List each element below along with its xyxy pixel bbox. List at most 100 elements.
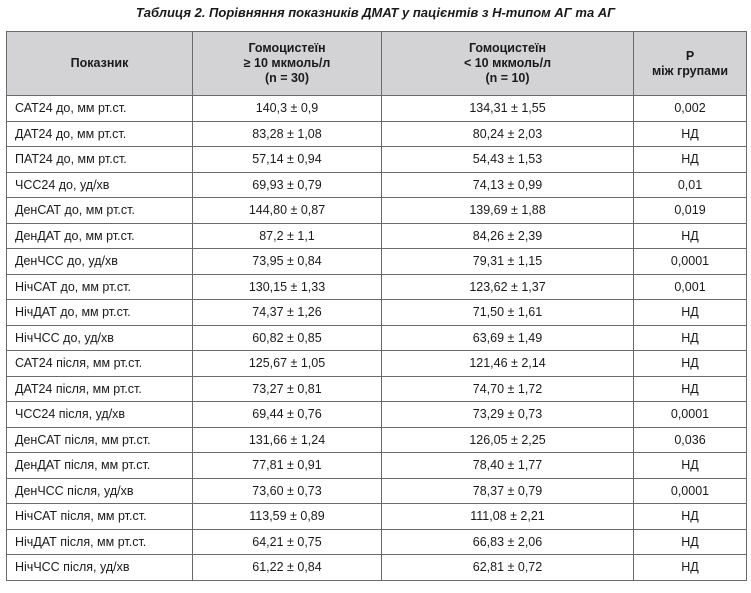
- table-row: ЧСС24 після, уд/хв 69,44 ± 0,76 73,29 ± 0,…: [6, 401, 747, 428]
- group2-cell: 78,40 ± 1,77: [381, 452, 634, 479]
- p-value-cell: НД: [633, 299, 747, 326]
- p-value-cell: НД: [633, 554, 747, 581]
- indicator-cell: ДенДАТ до, мм рт.ст.: [6, 222, 193, 249]
- header-indicator-label: Показник: [70, 56, 129, 70]
- indicator-cell: ЧСС24 до, уд/хв: [6, 171, 193, 198]
- group1-cell: 144,80 ± 0,87: [192, 197, 382, 224]
- header-indicator: Показник: [6, 31, 193, 96]
- group2-cell: 111,08 ± 2,21: [381, 503, 634, 530]
- group1-cell: 74,37 ± 1,26: [192, 299, 382, 326]
- p-value-cell: 0,0001: [633, 248, 747, 275]
- table-row: ДенДАТ після, мм рт.ст. 77,81 ± 0,91 78,40…: [6, 452, 747, 479]
- group2-cell: 74,70 ± 1,72: [381, 375, 634, 402]
- indicator-cell: ДАТ24 до, мм рт.ст.: [6, 120, 193, 147]
- table-row: ЧСС24 до, уд/хв 69,93 ± 0,79 74,13 ± 0,99 0…: [6, 171, 747, 198]
- table-row: ДенСАТ до, мм рт.ст. 144,80 ± 0,87 139,69 …: [6, 197, 747, 224]
- header-group2: Гомоцистеїн < 10 мкмоль/л (n = 10): [381, 31, 634, 96]
- group2-cell: 74,13 ± 0,99: [381, 171, 634, 198]
- p-value-cell: 0,036: [633, 426, 747, 453]
- group2-cell: 123,62 ± 1,37: [381, 273, 634, 300]
- group2-cell: 66,83 ± 2,06: [381, 528, 634, 555]
- table-row: ПАТ24 до, мм рт.ст. 57,14 ± 0,94 54,43 ± 1…: [6, 146, 747, 173]
- group2-cell: 79,31 ± 1,15: [381, 248, 634, 275]
- header-group1: Гомоцистеїн ≥ 10 мкмоль/л (n = 30): [192, 31, 382, 96]
- group2-cell: 62,81 ± 0,72: [381, 554, 634, 581]
- group1-cell: 83,28 ± 1,08: [192, 120, 382, 147]
- header-p-line2: між групами: [651, 63, 729, 78]
- table-row: НічДАТ до, мм рт.ст. 74,37 ± 1,26 71,50 ± …: [6, 299, 747, 326]
- table-row: НічСАТ до, мм рт.ст. 130,15 ± 1,33 123,62 …: [6, 273, 747, 300]
- indicator-cell: САТ24 після, мм рт.ст.: [6, 350, 193, 377]
- group1-cell: 69,93 ± 0,79: [192, 171, 382, 198]
- group1-cell: 131,66 ± 1,24: [192, 426, 382, 453]
- p-value-cell: НД: [633, 324, 747, 351]
- p-value-cell: 0,001: [633, 273, 747, 300]
- indicator-cell: ДенСАТ до, мм рт.ст.: [6, 197, 193, 224]
- table-header: Показник Гомоцистеїн ≥ 10 мкмоль/л (n = …: [6, 31, 747, 96]
- p-value-cell: НД: [633, 452, 747, 479]
- p-value-cell: НД: [633, 222, 747, 249]
- indicator-cell: НічСАТ до, мм рт.ст.: [6, 273, 193, 300]
- group2-cell: 139,69 ± 1,88: [381, 197, 634, 224]
- p-value-cell: НД: [633, 146, 747, 173]
- group2-cell: 54,43 ± 1,53: [381, 146, 634, 173]
- table-row: ДенСАТ після, мм рт.ст. 131,66 ± 1,24 126,…: [6, 426, 747, 453]
- indicator-cell: ДенЧСС після, уд/хв: [6, 477, 193, 504]
- p-value-cell: 0,01: [633, 171, 747, 198]
- p-value-cell: 0,0001: [633, 401, 747, 428]
- group2-cell: 78,37 ± 0,79: [381, 477, 634, 504]
- p-value-cell: НД: [633, 528, 747, 555]
- group1-cell: 140,3 ± 0,9: [192, 95, 382, 122]
- table-row: ДАТ24 до, мм рт.ст. 83,28 ± 1,08 80,24 ± 2…: [6, 120, 747, 147]
- group1-cell: 113,59 ± 0,89: [192, 503, 382, 530]
- group2-cell: 134,31 ± 1,55: [381, 95, 634, 122]
- indicator-cell: НічЧСС до, уд/хв: [6, 324, 193, 351]
- group1-cell: 69,44 ± 0,76: [192, 401, 382, 428]
- indicator-cell: НічДАТ після, мм рт.ст.: [6, 528, 193, 555]
- header-group1-line2: ≥ 10 мкмоль/л: [243, 56, 331, 70]
- header-group2-line1: Гомоцистеїн: [468, 41, 547, 55]
- table-row: НічЧСС після, уд/хв 61,22 ± 0,84 62,81 ± 0…: [6, 554, 747, 581]
- indicator-cell: САТ24 до, мм рт.ст.: [6, 95, 193, 122]
- table-row: ДенДАТ до, мм рт.ст. 87,2 ± 1,1 84,26 ± 2,…: [6, 222, 747, 249]
- group2-cell: 71,50 ± 1,61: [381, 299, 634, 326]
- p-value-cell: НД: [633, 120, 747, 147]
- table-row: САТ24 після, мм рт.ст. 125,67 ± 1,05 121,4…: [6, 350, 747, 377]
- indicator-cell: ЧСС24 після, уд/хв: [6, 401, 193, 428]
- table-row: ДАТ24 після, мм рт.ст. 73,27 ± 0,81 74,70 …: [6, 375, 747, 402]
- header-row: Показник Гомоцистеїн ≥ 10 мкмоль/л (n = …: [6, 31, 747, 96]
- comparison-table: Показник Гомоцистеїн ≥ 10 мкмоль/л (n = …: [6, 31, 747, 581]
- table-row: НічСАТ після, мм рт.ст. 113,59 ± 0,89 111,…: [6, 503, 747, 530]
- group2-cell: 73,29 ± 0,73: [381, 401, 634, 428]
- group2-cell: 84,26 ± 2,39: [381, 222, 634, 249]
- group2-cell: 63,69 ± 1,49: [381, 324, 634, 351]
- p-value-cell: НД: [633, 503, 747, 530]
- group1-cell: 61,22 ± 0,84: [192, 554, 382, 581]
- indicator-cell: ДенДАТ після, мм рт.ст.: [6, 452, 193, 479]
- table-caption: Таблиця 2. Порівняння показників ДМАТ у …: [135, 5, 616, 20]
- group1-cell: 125,67 ± 1,05: [192, 350, 382, 377]
- group2-cell: 126,05 ± 2,25: [381, 426, 634, 453]
- table-row: НічДАТ після, мм рт.ст. 64,21 ± 0,75 66,83…: [6, 528, 747, 555]
- table-row: НічЧСС до, уд/хв 60,82 ± 0,85 63,69 ± 1,49…: [6, 324, 747, 351]
- group1-cell: 130,15 ± 1,33: [192, 273, 382, 300]
- indicator-cell: ДенЧСС до, уд/хв: [6, 248, 193, 275]
- group1-cell: 64,21 ± 0,75: [192, 528, 382, 555]
- indicator-cell: НічЧСС після, уд/хв: [6, 554, 193, 581]
- p-value-cell: НД: [633, 350, 747, 377]
- header-group1-line1: Гомоцистеїн: [248, 41, 326, 55]
- indicator-cell: НічСАТ після, мм рт.ст.: [6, 503, 193, 530]
- table-row: ДенЧСС до, уд/хв 73,95 ± 0,84 79,31 ± 1,15…: [6, 248, 747, 275]
- group1-cell: 77,81 ± 0,91: [192, 452, 382, 479]
- group2-cell: 121,46 ± 2,14: [381, 350, 634, 377]
- table-row: ДенЧСС після, уд/хв 73,60 ± 0,73 78,37 ± 0…: [6, 477, 747, 504]
- table-row: САТ24 до, мм рт.ст. 140,3 ± 0,9 134,31 ± 1…: [6, 95, 747, 122]
- indicator-cell: НічДАТ до, мм рт.ст.: [6, 299, 193, 326]
- table-body: САТ24 до, мм рт.ст. 140,3 ± 0,9 134,31 ± 1…: [6, 95, 747, 581]
- p-value-cell: 0,002: [633, 95, 747, 122]
- group2-cell: 80,24 ± 2,03: [381, 120, 634, 147]
- p-value-cell: 0,0001: [633, 477, 747, 504]
- header-p: Р між групами: [633, 31, 747, 96]
- group1-cell: 73,27 ± 0,81: [192, 375, 382, 402]
- indicator-cell: ДАТ24 після, мм рт.ст.: [6, 375, 193, 402]
